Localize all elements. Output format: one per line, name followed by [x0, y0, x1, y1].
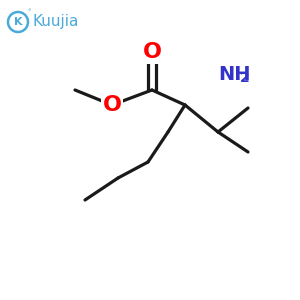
Text: °: °: [28, 10, 31, 16]
Text: NH: NH: [218, 65, 250, 85]
Text: Kuujia: Kuujia: [32, 14, 78, 29]
Text: O: O: [142, 42, 161, 62]
Text: K: K: [14, 17, 22, 27]
Text: O: O: [103, 95, 122, 115]
Text: 2: 2: [240, 71, 250, 85]
